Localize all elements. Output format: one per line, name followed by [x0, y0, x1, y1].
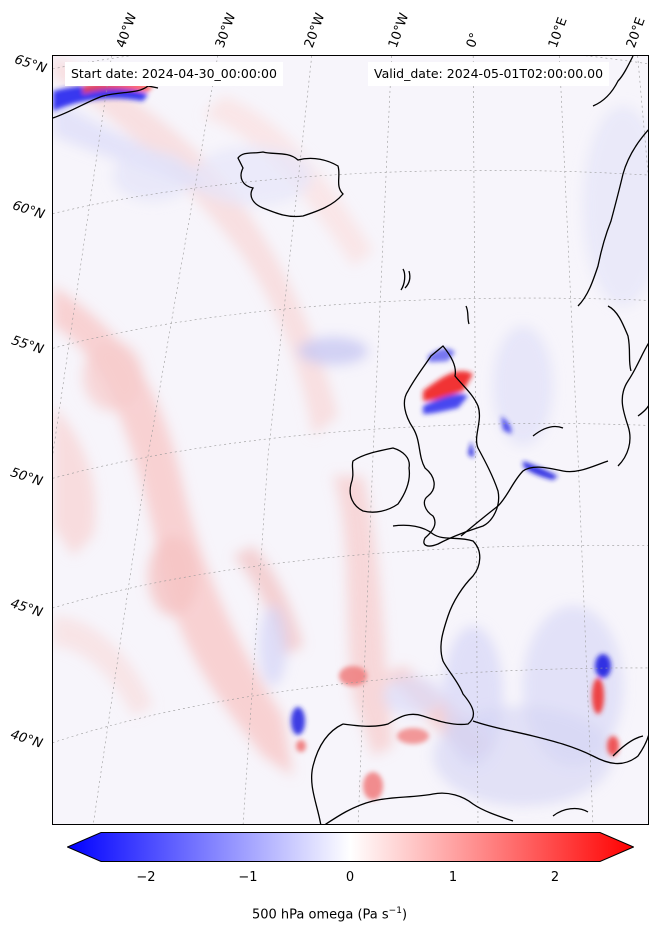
colorbar-title: 500 hPa omega (Pa s−1) [0, 906, 659, 922]
lat-label-45n: 45°N [8, 596, 45, 621]
lon-label-40w: 40°W [113, 11, 141, 50]
lat-label-50n: 50°N [8, 465, 45, 490]
omega-field-map [53, 56, 648, 824]
lon-label-0: 0° [463, 30, 484, 50]
lon-label-10w: 10°W [385, 11, 413, 50]
colorbar-tick-label: 1 [448, 870, 458, 885]
strong-features [53, 80, 619, 800]
colorbar-tick-label: −2 [136, 870, 156, 885]
graticule [53, 56, 648, 824]
field-shading [53, 56, 648, 806]
valid-date-label: Valid_date: 2024-05-01T02:00:00.00 [368, 62, 610, 86]
colorbar-gradient [67, 832, 634, 862]
colorbar-title-suffix: ) [401, 907, 408, 923]
colorbar-tick-label: 2 [550, 870, 560, 885]
colorbar-title-text: 500 hPa omega (Pa s [251, 907, 389, 923]
lon-label-20w: 20°W [301, 11, 329, 50]
lat-label-65n: 65°N [12, 52, 49, 77]
lat-label-40n: 40°N [8, 727, 45, 752]
map-panel [52, 55, 649, 825]
lat-label-60n: 60°N [10, 198, 47, 223]
coastlines [53, 56, 648, 824]
lon-label-10e: 10°E [545, 15, 571, 51]
lon-label-30w: 30°W [212, 11, 240, 50]
lat-label-55n: 55°N [9, 333, 46, 358]
colorbar-title-exponent: −1 [388, 906, 402, 916]
colorbar-tick-label: 0 [345, 870, 355, 885]
colorbar [67, 832, 634, 862]
colorbar-tick-label: −1 [238, 870, 258, 885]
lon-label-20e: 20°E [623, 15, 649, 51]
start-date-label: Start date: 2024-04-30_00:00:00 [65, 62, 283, 86]
